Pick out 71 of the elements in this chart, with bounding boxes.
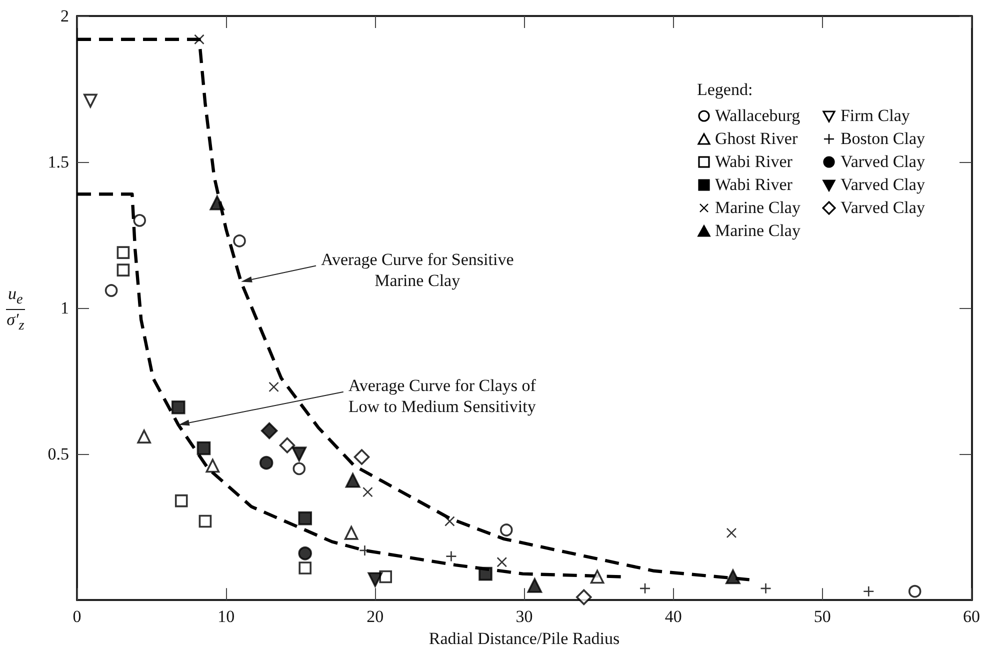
point <box>908 584 922 598</box>
point <box>292 462 306 476</box>
point <box>379 570 392 584</box>
annotation: Average Curve for Clays of Low to Medium Sensitivity <box>348 374 536 417</box>
point <box>344 526 358 540</box>
point <box>104 284 118 297</box>
annotation: Average Curve for Sensitive Marine Clay <box>320 248 514 291</box>
x-tick-label: 30 <box>516 607 533 626</box>
point <box>171 400 186 414</box>
x-axis-title: Radial Distance/Pile Radius <box>428 629 620 648</box>
point <box>726 528 737 538</box>
legend-label: Varved Clay <box>840 198 925 218</box>
legend-label: Wallaceburg <box>715 106 800 126</box>
point <box>760 582 772 594</box>
x-tick-label: 0 <box>72 607 82 626</box>
point <box>133 214 146 227</box>
legend-label: Marine Clay <box>715 198 800 218</box>
x-tick-label: 40 <box>664 607 682 626</box>
point <box>268 382 279 392</box>
point <box>298 511 312 526</box>
point <box>446 550 457 562</box>
point <box>194 34 204 45</box>
point <box>726 569 740 584</box>
legend-label: Varved Clay <box>840 174 925 194</box>
point <box>116 264 130 276</box>
x-tick-label: 60 <box>963 607 980 626</box>
point <box>84 94 98 108</box>
point <box>298 562 312 574</box>
point <box>196 441 211 456</box>
legend-label: Marine Clay <box>715 220 800 240</box>
point <box>259 456 274 470</box>
point <box>496 556 508 568</box>
legend-label: Varved Clay <box>840 152 925 172</box>
point <box>174 494 188 508</box>
y-tick-label: 1 <box>60 298 69 318</box>
y-tick-label: 2 <box>60 6 69 26</box>
point <box>368 572 383 588</box>
point <box>292 446 307 462</box>
point <box>298 546 312 560</box>
point <box>279 437 296 454</box>
point <box>590 570 604 584</box>
x-tick-label: 10 <box>218 607 235 626</box>
point <box>116 246 130 259</box>
point <box>137 430 151 444</box>
legend-label: Firm Clay <box>840 106 910 126</box>
legend-label: Boston Clay <box>840 128 925 148</box>
point <box>198 514 212 528</box>
point <box>527 578 542 593</box>
x-tick-label: 20 <box>366 607 384 626</box>
legend-label: Wabi River <box>715 152 792 172</box>
y-tick-label: 0.5 <box>48 444 69 464</box>
y-axis-title: u$_{e}$ σ′$_{z}$ <box>6 284 25 336</box>
point <box>359 544 370 556</box>
point <box>206 458 220 473</box>
legend-label: Ghost River <box>715 128 798 148</box>
legend-label: Wabi River <box>715 174 792 194</box>
point <box>345 472 360 488</box>
point <box>233 234 246 248</box>
point <box>639 582 651 594</box>
y-tick-label: 1.5 <box>48 152 69 172</box>
x-tick-label: 50 <box>814 607 831 626</box>
point <box>478 566 492 581</box>
point <box>362 486 373 498</box>
point <box>444 516 455 526</box>
point <box>354 449 370 465</box>
point <box>862 586 874 597</box>
point <box>210 196 225 210</box>
point <box>260 422 278 440</box>
point <box>576 589 592 606</box>
legend-title: Legend: <box>697 80 754 101</box>
point <box>500 524 513 536</box>
